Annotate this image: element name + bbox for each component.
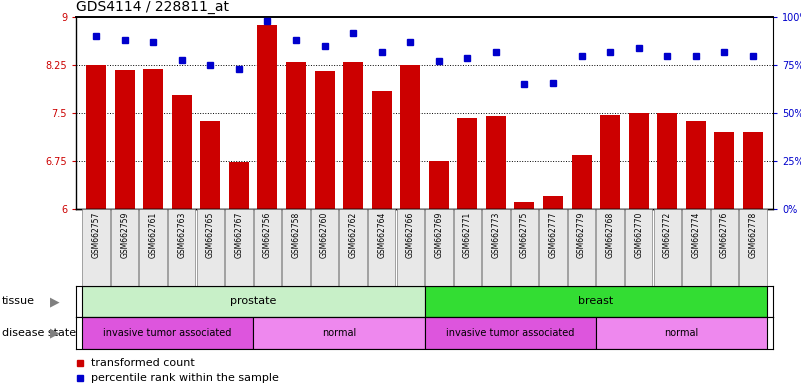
Text: GSM662759: GSM662759	[120, 212, 129, 258]
Bar	[453, 209, 481, 288]
Bar	[486, 116, 506, 209]
Bar	[396, 209, 424, 288]
Bar	[82, 286, 425, 317]
Bar	[368, 209, 396, 288]
Bar	[425, 209, 453, 288]
Bar	[658, 113, 678, 209]
Text: normal: normal	[665, 328, 698, 338]
Text: ▶: ▶	[50, 327, 59, 339]
Bar	[372, 91, 392, 209]
Bar	[482, 209, 509, 288]
Bar	[682, 209, 710, 288]
Text: GSM662763: GSM662763	[177, 212, 187, 258]
Text: GSM662757: GSM662757	[91, 212, 101, 258]
Bar	[143, 69, 163, 209]
Text: GSM662777: GSM662777	[549, 212, 557, 258]
Text: invasive tumor associated: invasive tumor associated	[446, 328, 574, 338]
Text: GSM662775: GSM662775	[520, 212, 529, 258]
Bar	[511, 209, 538, 288]
Bar	[111, 209, 139, 288]
Bar	[196, 209, 224, 288]
Bar	[743, 132, 763, 209]
Bar	[425, 286, 767, 317]
Bar	[254, 209, 281, 288]
Bar	[282, 209, 310, 288]
Text: ▶: ▶	[50, 295, 59, 308]
Text: tissue: tissue	[2, 296, 34, 306]
Bar	[257, 25, 277, 209]
Text: GSM662758: GSM662758	[292, 212, 300, 258]
Bar	[400, 65, 421, 209]
Text: GSM662772: GSM662772	[662, 212, 672, 258]
Bar	[572, 155, 592, 209]
Bar	[625, 209, 653, 288]
Text: GSM662778: GSM662778	[748, 212, 758, 258]
Bar	[115, 70, 135, 209]
Text: GSM662769: GSM662769	[434, 212, 443, 258]
Bar	[654, 209, 681, 288]
Bar	[139, 209, 167, 288]
Bar	[311, 209, 338, 288]
Bar	[171, 95, 191, 209]
Text: GSM662762: GSM662762	[348, 212, 357, 258]
Text: GSM662773: GSM662773	[492, 212, 501, 258]
Bar	[543, 197, 563, 209]
Text: GDS4114 / 228811_at: GDS4114 / 228811_at	[76, 0, 229, 14]
Text: breast: breast	[578, 296, 614, 306]
Bar	[568, 209, 595, 288]
Bar	[315, 71, 335, 209]
Text: GSM662756: GSM662756	[263, 212, 272, 258]
Bar	[714, 132, 735, 209]
Bar	[200, 121, 220, 209]
Bar	[86, 65, 106, 209]
Text: GSM662761: GSM662761	[149, 212, 158, 258]
Text: percentile rank within the sample: percentile rank within the sample	[91, 373, 280, 383]
Bar	[739, 209, 767, 288]
Bar	[514, 202, 534, 209]
Bar	[597, 209, 624, 288]
Bar	[457, 118, 477, 209]
Text: GSM662766: GSM662766	[406, 212, 415, 258]
Bar	[596, 317, 767, 349]
Bar	[343, 62, 363, 209]
Bar	[253, 317, 425, 349]
Text: prostate: prostate	[230, 296, 276, 306]
Bar	[286, 62, 306, 209]
Text: GSM662776: GSM662776	[720, 212, 729, 258]
Bar	[425, 317, 596, 349]
Text: disease state: disease state	[2, 328, 76, 338]
Text: GSM662768: GSM662768	[606, 212, 614, 258]
Bar	[340, 209, 367, 288]
Text: transformed count: transformed count	[91, 358, 195, 368]
Bar	[83, 209, 110, 288]
Bar	[629, 113, 649, 209]
Bar	[229, 162, 249, 209]
Text: invasive tumor associated: invasive tumor associated	[103, 328, 231, 338]
Text: GSM662774: GSM662774	[691, 212, 700, 258]
Bar	[429, 161, 449, 209]
Bar	[82, 317, 253, 349]
Bar	[168, 209, 195, 288]
Text: GSM662770: GSM662770	[634, 212, 643, 258]
Text: GSM662779: GSM662779	[577, 212, 586, 258]
Text: GSM662767: GSM662767	[235, 212, 244, 258]
Text: normal: normal	[322, 328, 356, 338]
Bar	[539, 209, 567, 288]
Bar	[225, 209, 252, 288]
Bar	[710, 209, 739, 288]
Text: GSM662760: GSM662760	[320, 212, 329, 258]
Bar	[600, 114, 620, 209]
Bar	[686, 121, 706, 209]
Text: GSM662765: GSM662765	[206, 212, 215, 258]
Text: GSM662771: GSM662771	[463, 212, 472, 258]
Text: GSM662764: GSM662764	[377, 212, 386, 258]
